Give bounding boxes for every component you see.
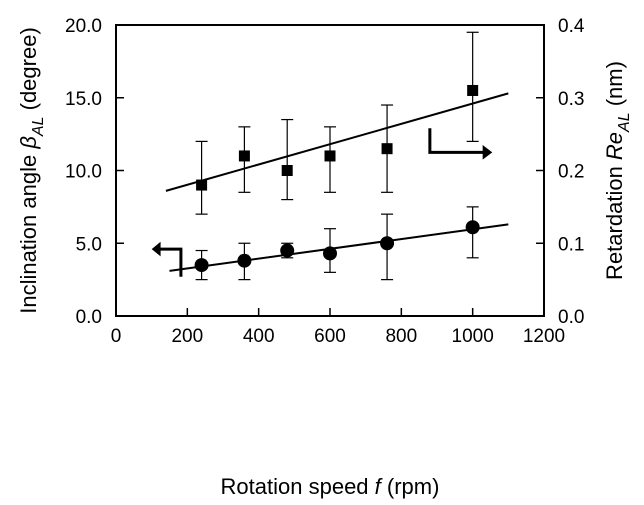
- error-bars: [195, 31, 479, 281]
- left-y-tick-label: 5.0: [76, 234, 102, 255]
- left-y-tick-label: 10.0: [65, 162, 102, 183]
- left-axis-arrow-head: [151, 241, 161, 257]
- data-point-square: [238, 150, 250, 162]
- left-y-axis-ticks: 0.0 5.0 10.0 15.0 20.0: [65, 16, 124, 328]
- x-axis-title: Rotation speed f (rpm): [221, 474, 440, 499]
- x-tick-label: 0: [111, 326, 122, 347]
- right-y-tick-label: 0.4: [558, 16, 585, 37]
- left-y-axis-title: Inclination angle βAL (degree): [16, 27, 47, 314]
- x-tick-label: 600: [314, 326, 346, 347]
- fit-lines: [165, 92, 509, 272]
- right-y-tick-label: 0.1: [558, 234, 584, 255]
- right-y-axis-ticks: 0.0 0.1 0.2 0.3 0.4: [536, 16, 585, 328]
- right-axis-arrow-head: [482, 145, 493, 160]
- data-point-square: [281, 165, 293, 176]
- data-point-square: [381, 143, 393, 155]
- right-y-tick-label: 0.2: [558, 162, 584, 183]
- data-markers: [194, 84, 480, 273]
- x-tick-label: 200: [171, 326, 203, 347]
- x-tick-label: 1200: [523, 326, 565, 347]
- axis-indicator-arrows: [151, 128, 493, 277]
- x-axis-ticks: 0 200 400 600 800 1000 1200: [111, 308, 565, 347]
- left-axis-arrow-shaft: [158, 247, 183, 277]
- left-y-tick-label: 15.0: [65, 89, 102, 110]
- data-point-circle: [237, 253, 252, 268]
- fit-line-series-1: [165, 92, 509, 192]
- x-tick-label: 400: [243, 326, 275, 347]
- right-y-tick-label: 0.0: [558, 307, 584, 328]
- data-point-circle: [194, 258, 209, 273]
- data-point-circle: [465, 220, 480, 235]
- x-tick-label: 800: [385, 326, 417, 347]
- data-point-square: [324, 150, 336, 162]
- data-point-circle: [323, 246, 337, 261]
- fit-line-series-0: [169, 223, 509, 272]
- x-tick-label: 1000: [452, 326, 494, 347]
- data-point-circle: [280, 243, 295, 258]
- right-axis-arrow-shaft: [428, 128, 484, 154]
- data-point-circle: [380, 236, 395, 251]
- right-y-axis-title: Retardation ReAL (nm): [602, 61, 633, 280]
- left-y-tick-label: 20.0: [65, 16, 102, 37]
- right-y-tick-label: 0.3: [558, 89, 584, 110]
- left-y-tick-label: 0.0: [76, 307, 102, 328]
- data-point-square: [467, 84, 479, 96]
- data-point-square: [196, 179, 208, 191]
